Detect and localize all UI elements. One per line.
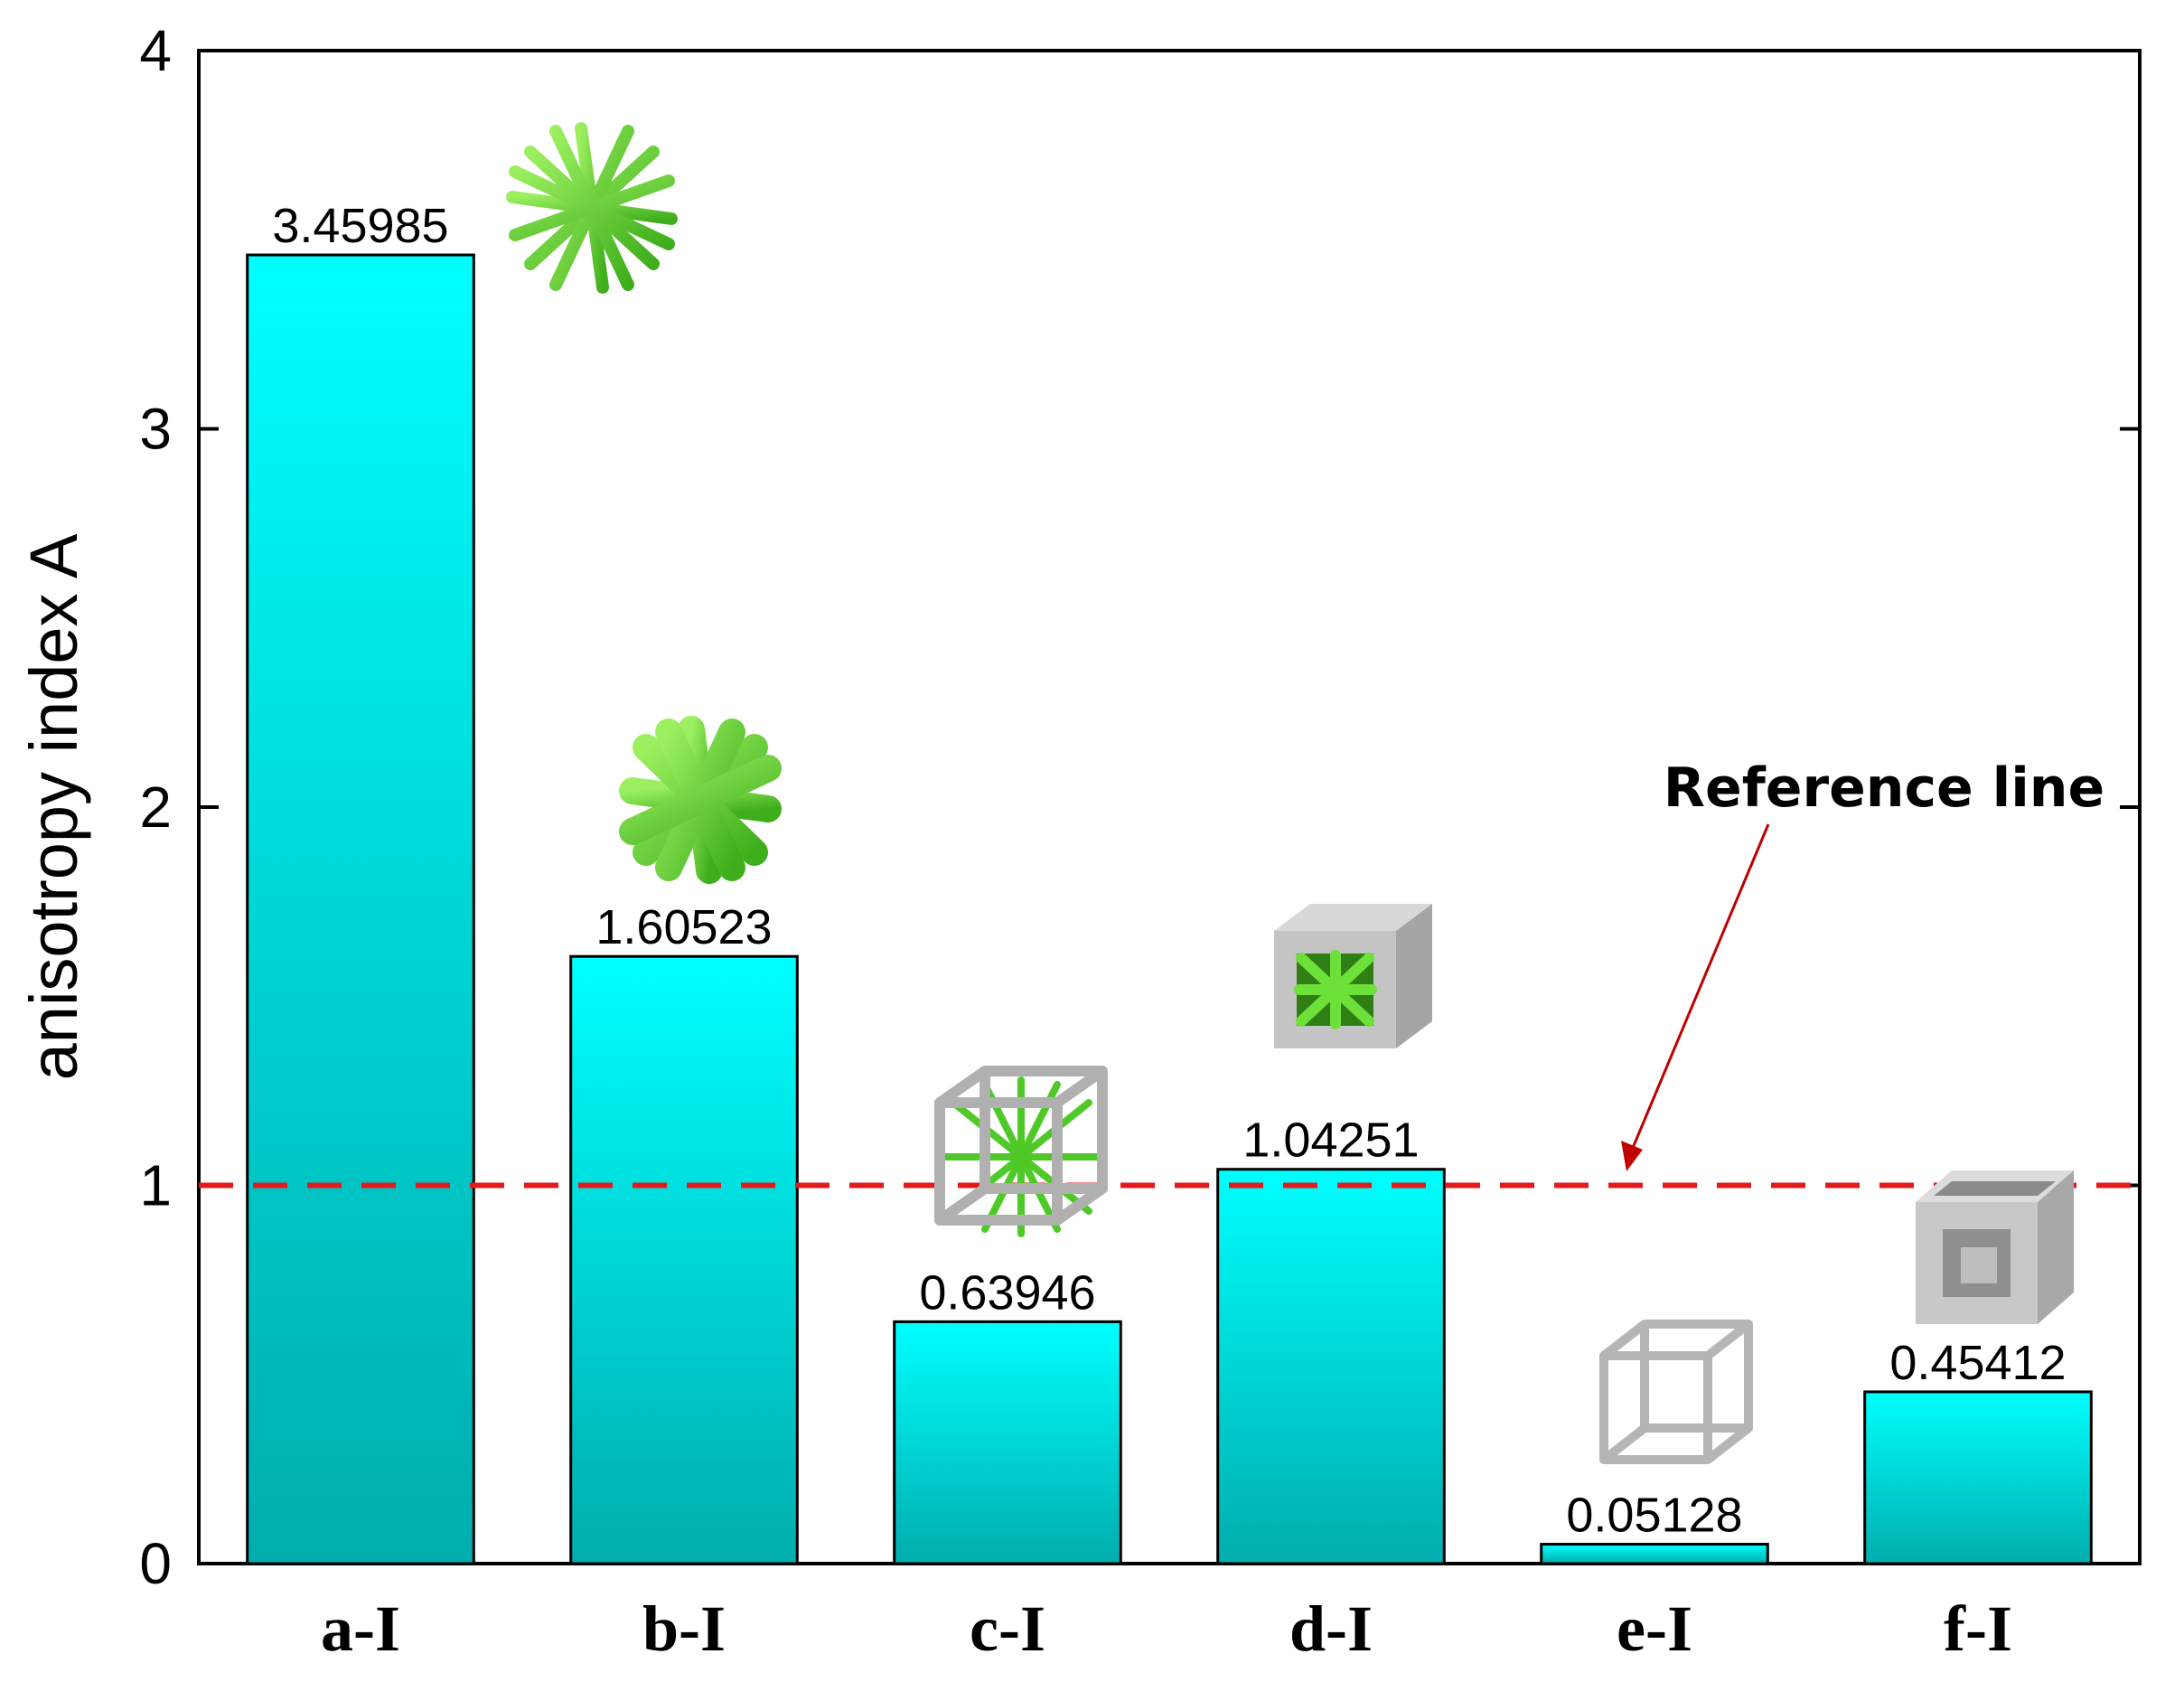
x-axis: a-I b-I c-I d-I e-I f-I — [321, 1593, 2012, 1665]
green-star-strut-icon — [506, 122, 678, 294]
value-label-d-I: 1.04251 — [1242, 1114, 1419, 1168]
value-label-e-I: 0.05128 — [1566, 1489, 1742, 1543]
reference-line-label: Reference line — [1664, 756, 2104, 820]
y-tick-label: 0 — [139, 1531, 172, 1596]
cube-frame-with-green-struts-icon — [934, 1066, 1108, 1237]
bars — [246, 253, 2093, 1565]
x-tick-label: e-I — [1617, 1593, 1692, 1665]
solid-cube-frame-with-green-core-icon — [1274, 904, 1432, 1048]
value-label-b-I: 1.60523 — [595, 900, 772, 954]
thick-green-star-strut-icon — [619, 716, 782, 884]
bar-d-I — [1216, 1168, 1446, 1565]
thin-cube-frame-icon — [1599, 1320, 1753, 1464]
bar-f-I — [1863, 1390, 2093, 1565]
bar-e-I — [1540, 1543, 1769, 1565]
value-label-c-I: 0.63946 — [919, 1265, 1095, 1320]
value-labels: 3.45985 1.60523 0.63946 1.04251 0.05128 0.454… — [272, 199, 2066, 1542]
y-tick-label: 3 — [139, 397, 172, 462]
bar-a-I — [246, 253, 475, 1565]
y-tick-label: 1 — [139, 1153, 172, 1218]
x-tick-label: c-I — [970, 1593, 1045, 1665]
x-tick-label: a-I — [321, 1593, 400, 1665]
y-tick-label: 2 — [139, 775, 172, 840]
thick-cube-frame-icon — [1916, 1170, 2074, 1324]
y-axis-title: anisotropy index A — [16, 533, 91, 1080]
x-tick-label: d-I — [1289, 1593, 1373, 1665]
reference-arrowhead — [1621, 1141, 1643, 1171]
bar-c-I — [893, 1320, 1122, 1565]
reference-arrow — [1631, 823, 1770, 1149]
y-tick-label: 4 — [139, 18, 172, 83]
value-label-a-I: 3.45985 — [272, 199, 448, 253]
x-tick-label: b-I — [642, 1593, 726, 1665]
bar-b-I — [569, 954, 799, 1565]
y-axis: 0 1 2 3 4 — [139, 18, 2140, 1596]
value-label-f-I: 0.45412 — [1889, 1336, 2066, 1390]
x-tick-label: f-I — [1944, 1593, 2012, 1665]
